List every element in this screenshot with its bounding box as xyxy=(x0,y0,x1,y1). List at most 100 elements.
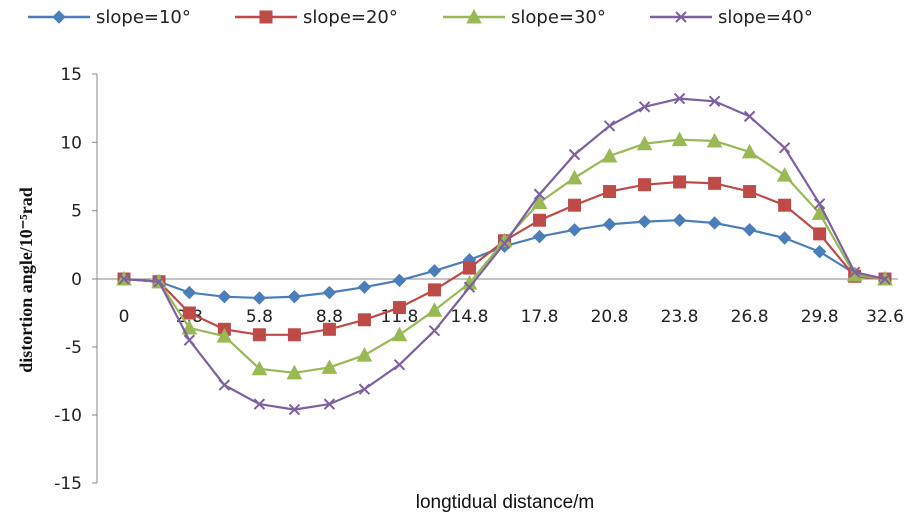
data-point xyxy=(601,147,618,163)
legend-item: slope=20° xyxy=(235,7,398,28)
data-point xyxy=(743,185,757,199)
x-tick-label: 26.8 xyxy=(731,307,769,327)
data-point xyxy=(568,148,581,161)
x-tick-label: 5.8 xyxy=(246,307,273,327)
data-point xyxy=(287,289,302,304)
data-point xyxy=(322,322,336,336)
data-point xyxy=(533,188,546,200)
data-point xyxy=(812,244,827,259)
legend-label: slope=20° xyxy=(303,7,398,28)
legend-label: slope=40° xyxy=(718,7,813,28)
data-point xyxy=(118,273,130,285)
data-point xyxy=(708,176,722,190)
data-point xyxy=(251,360,268,376)
series-2 xyxy=(117,175,892,342)
data-point xyxy=(287,328,301,342)
data-point xyxy=(531,194,548,209)
data-point xyxy=(427,283,441,297)
data-point xyxy=(463,281,476,293)
y-tick-label: 10 xyxy=(60,133,82,153)
data-point xyxy=(706,132,723,148)
y-tick-label: 5 xyxy=(71,202,82,222)
y-tick-label: -10 xyxy=(54,406,82,426)
data-point xyxy=(182,285,197,300)
legend-item: slope=10° xyxy=(28,7,191,28)
data-point xyxy=(777,231,792,245)
data-point xyxy=(153,276,165,288)
data-point xyxy=(321,359,338,374)
series-line xyxy=(123,138,886,374)
data-point xyxy=(288,403,301,416)
data-point xyxy=(356,347,373,362)
data-point xyxy=(218,379,231,391)
series-3 xyxy=(116,131,893,380)
y-axis-title: distortion angle/10⁻⁵rad xyxy=(16,187,36,372)
legend: slope=10° slope=20° slope=30° slope=40° xyxy=(28,7,813,28)
data-point xyxy=(602,217,617,232)
x-tick-label: 29.8 xyxy=(801,307,839,327)
data-point xyxy=(636,135,653,151)
data-point xyxy=(603,185,617,199)
data-point xyxy=(671,131,688,147)
data-point xyxy=(427,264,442,278)
x-axis: 02.85.88.811.814.817.820.823.826.829.832… xyxy=(97,278,904,327)
data-point xyxy=(848,266,861,278)
x-tick-label: 0 xyxy=(119,307,130,327)
data-point xyxy=(707,216,722,230)
data-point xyxy=(813,227,827,241)
data-point xyxy=(638,101,651,113)
data-point xyxy=(533,213,547,227)
legend-item: slope=30° xyxy=(443,7,606,28)
data-point xyxy=(253,398,266,410)
data-point xyxy=(708,95,721,108)
y-tick-label: 15 xyxy=(60,65,82,85)
data-point xyxy=(776,167,793,182)
legend-label: slope=30° xyxy=(511,7,606,28)
y-tick-label: -5 xyxy=(65,338,82,358)
legend-marker xyxy=(259,10,273,24)
legend-item: slope=40° xyxy=(650,7,813,28)
series-line xyxy=(123,97,886,411)
data-point xyxy=(358,383,371,395)
data-point xyxy=(637,214,652,229)
data-point xyxy=(532,229,547,244)
data-point xyxy=(778,198,792,212)
data-point xyxy=(428,324,441,337)
data-point xyxy=(252,328,266,342)
series-line xyxy=(123,219,886,300)
data-point xyxy=(323,398,336,410)
x-tick-label: 23.8 xyxy=(661,307,699,327)
legend-marker xyxy=(675,11,687,23)
data-point xyxy=(392,273,407,288)
data-point xyxy=(183,334,196,346)
y-axis: 15 10 5 0 -5 -10 -15 xyxy=(54,65,98,494)
data-point xyxy=(182,306,196,320)
data-point xyxy=(252,291,267,305)
data-point xyxy=(357,313,371,327)
y-tick-label: 0 xyxy=(71,270,82,290)
data-point xyxy=(566,169,583,185)
legend-marker xyxy=(466,8,482,24)
data-point xyxy=(568,198,582,212)
series-line xyxy=(123,180,886,336)
x-tick-label: 20.8 xyxy=(591,307,629,327)
data-point xyxy=(393,358,406,371)
series-1 xyxy=(117,213,892,305)
data-point xyxy=(743,110,756,123)
data-point xyxy=(426,302,443,317)
x-tick-label: 8.8 xyxy=(316,307,343,327)
data-point xyxy=(742,223,757,237)
data-point xyxy=(392,301,406,315)
data-point xyxy=(673,175,687,189)
x-tick-label: 32.6 xyxy=(866,307,904,327)
x-axis-title: longtidual distance/m xyxy=(416,492,595,513)
data-point xyxy=(813,198,826,210)
legend-label: slope=10° xyxy=(96,7,191,28)
data-point xyxy=(357,280,372,294)
data-point xyxy=(879,273,891,285)
data-point xyxy=(638,178,652,192)
data-point xyxy=(217,289,232,304)
data-point xyxy=(322,285,337,300)
data-point xyxy=(498,237,511,250)
data-point xyxy=(181,319,198,335)
